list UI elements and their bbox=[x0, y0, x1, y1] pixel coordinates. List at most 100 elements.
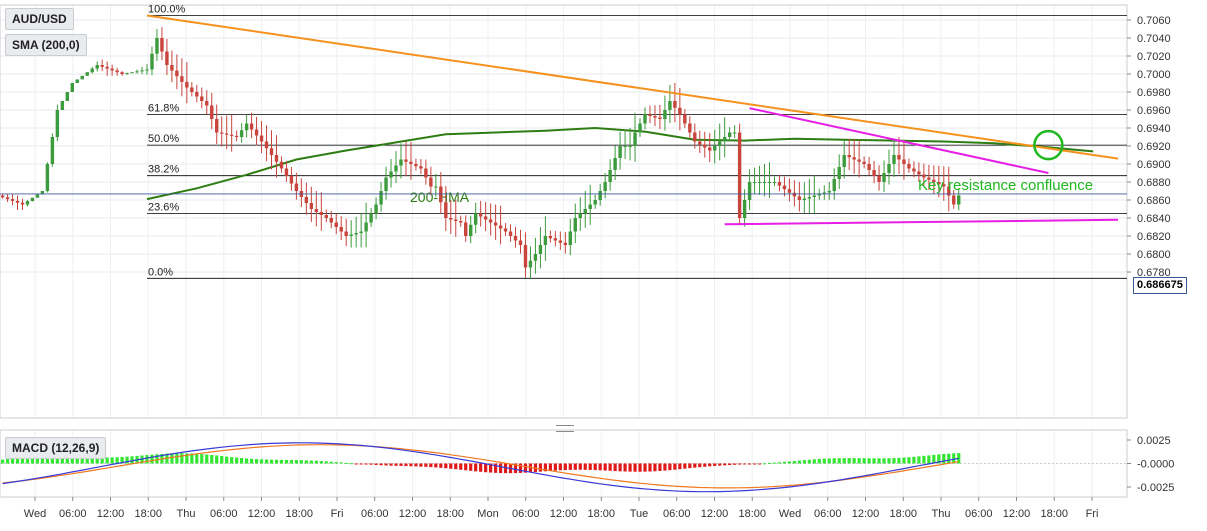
bearish-candle bbox=[862, 161, 866, 164]
macd-histogram-bar bbox=[60, 456, 64, 464]
macd-histogram-bar bbox=[459, 463, 463, 470]
bearish-candle bbox=[797, 196, 802, 200]
macd-histogram-bar bbox=[882, 458, 886, 464]
bearish-candle bbox=[653, 116, 657, 118]
bearish-candle bbox=[678, 107, 682, 115]
bullish-candle bbox=[469, 224, 473, 236]
bullish-candle bbox=[628, 146, 632, 147]
macd-histogram-bar bbox=[75, 456, 79, 464]
macd-histogram-bar bbox=[464, 463, 468, 471]
macd-histogram-bar bbox=[618, 463, 622, 472]
macd-histogram-bar bbox=[369, 463, 373, 465]
bearish-candle bbox=[937, 182, 941, 185]
macd-histogram-bar bbox=[583, 463, 587, 470]
channel-bottom-trendline bbox=[724, 218, 1119, 226]
bearish-candle bbox=[708, 147, 712, 151]
macd-histogram-bar bbox=[339, 462, 343, 464]
bullish-candle bbox=[533, 254, 538, 261]
macd-histogram-bar bbox=[429, 463, 433, 468]
macd-histogram-bar bbox=[25, 457, 30, 464]
bearish-candle bbox=[782, 185, 787, 190]
bullish-candle bbox=[369, 213, 373, 223]
macd-legend[interactable]: MACD (12,26,9) bbox=[5, 437, 107, 459]
time-axis-label: 18:00 bbox=[1040, 508, 1068, 520]
annotation-text: Key resistance confluence bbox=[918, 177, 1093, 194]
macd-histogram-bar bbox=[513, 463, 518, 474]
bearish-candle bbox=[693, 132, 697, 142]
bullish-candle bbox=[618, 146, 622, 158]
bearish-candle bbox=[553, 238, 558, 241]
bearish-candle bbox=[429, 177, 433, 187]
bearish-candle bbox=[698, 141, 702, 145]
macd-histogram-bar bbox=[897, 457, 901, 464]
macd-histogram-bar bbox=[703, 463, 707, 467]
bearish-candle bbox=[220, 132, 224, 134]
bearish-candle bbox=[558, 240, 563, 243]
time-axis-label: 06:00 bbox=[965, 508, 993, 520]
bullish-candle bbox=[718, 141, 722, 146]
bullish-candle bbox=[643, 114, 647, 124]
macd-histogram-bar bbox=[379, 463, 383, 466]
bearish-candle bbox=[190, 87, 194, 92]
macd-histogram-bar bbox=[10, 458, 15, 464]
bearish-candle bbox=[229, 134, 234, 136]
macd-histogram-bar bbox=[374, 463, 378, 465]
bullish-candle bbox=[593, 200, 597, 205]
macd-histogram-bar bbox=[20, 457, 25, 464]
macd-histogram-bar bbox=[50, 456, 54, 464]
bullish-candle bbox=[130, 72, 134, 74]
macd-histogram-bar bbox=[299, 460, 303, 464]
macd-histogram-bar bbox=[210, 454, 214, 464]
macd-histogram-bar bbox=[713, 463, 717, 466]
bullish-candle bbox=[668, 101, 672, 110]
pane-resize-handle[interactable] bbox=[556, 425, 574, 432]
bearish-candle bbox=[0, 195, 5, 198]
macd-histogram-bar bbox=[254, 459, 259, 464]
macd-histogram-bar bbox=[489, 463, 493, 473]
macd-histogram-bar bbox=[279, 459, 284, 464]
time-axis-label: Wed bbox=[24, 508, 46, 520]
macd-histogram-bar bbox=[334, 462, 338, 464]
macd-histogram-bar bbox=[359, 463, 363, 465]
macd-histogram-bar bbox=[723, 463, 727, 466]
macd-histogram-bar bbox=[937, 454, 941, 464]
macd-histogram-bar bbox=[588, 463, 592, 470]
macd-histogram-bar bbox=[578, 463, 582, 470]
time-axis-label: 12:00 bbox=[550, 508, 578, 520]
price-axis-label: 0.6920 bbox=[1137, 141, 1171, 153]
macd-histogram-bar bbox=[394, 463, 398, 466]
macd-histogram-bar bbox=[185, 453, 189, 464]
macd-histogram-bar bbox=[35, 456, 40, 464]
macd-histogram-bar bbox=[70, 456, 74, 464]
macd-histogram-bar bbox=[862, 458, 866, 464]
bearish-candle bbox=[105, 66, 109, 69]
price-axis-label: 0.6860 bbox=[1137, 195, 1171, 207]
confluence-circle bbox=[1033, 129, 1064, 161]
bullish-candle bbox=[568, 231, 572, 245]
bearish-candle bbox=[289, 176, 294, 184]
bullish-candle bbox=[623, 146, 627, 147]
bearish-candle bbox=[170, 65, 174, 71]
bearish-candle bbox=[787, 189, 792, 193]
bearish-candle bbox=[264, 141, 269, 149]
macd-histogram-bar bbox=[424, 463, 428, 467]
bearish-candle bbox=[857, 159, 861, 162]
macd-histogram-bar bbox=[15, 458, 20, 464]
bearish-candle bbox=[294, 183, 299, 191]
macd-histogram-bar bbox=[792, 460, 796, 464]
sma-legend[interactable]: SMA (200,0) bbox=[5, 34, 87, 56]
bearish-candle bbox=[648, 114, 652, 116]
macd-histogram-bar bbox=[932, 454, 936, 464]
macd-histogram-bar bbox=[548, 463, 552, 471]
bearish-candle bbox=[284, 168, 289, 176]
macd-histogram-bar bbox=[95, 457, 99, 464]
price-axis-label: 0.7020 bbox=[1137, 51, 1171, 63]
symbol-legend[interactable]: AUD/USD bbox=[5, 8, 74, 30]
macd-histogram-bar bbox=[274, 459, 279, 464]
bearish-candle bbox=[100, 65, 104, 67]
bullish-candle bbox=[354, 233, 358, 235]
bearish-candle bbox=[464, 222, 468, 236]
bullish-candle bbox=[638, 123, 642, 133]
